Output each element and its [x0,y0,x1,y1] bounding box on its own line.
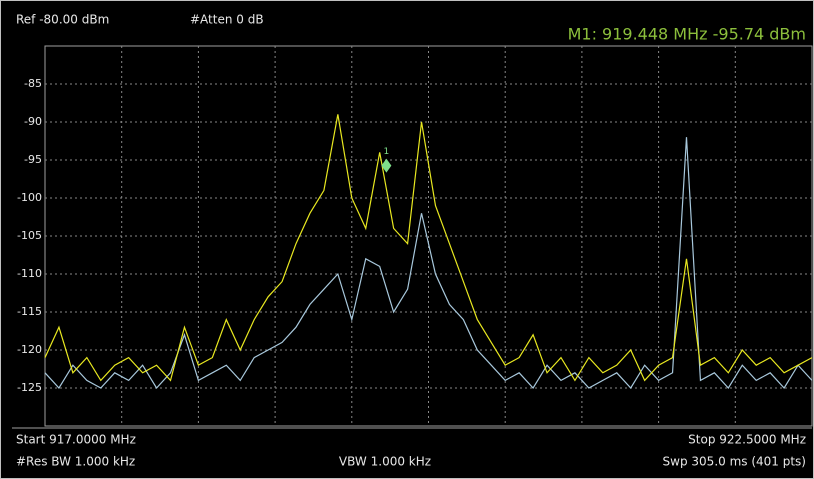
y-tick-label: -110 [17,267,42,280]
trace [44,114,813,382]
y-tick-label: -90 [24,115,42,128]
y-tick-label: -120 [17,343,42,356]
ref-level: Ref -80.00 dBm [16,13,109,27]
sweep: Swp 305.0 ms (401 pts) [663,455,806,469]
y-tick-label: -125 [17,381,42,394]
vbw: VBW 1.000 kHz [339,455,431,469]
attenuation: #Atten 0 dB [190,13,264,27]
y-tick-label: -100 [17,191,42,204]
res-bw: #Res BW 1.000 kHz [16,455,135,469]
y-tick-label: -95 [24,153,42,166]
marker [381,158,392,173]
trace [44,137,813,389]
y-tick-label: -105 [17,229,42,242]
y-tick-label: -115 [17,305,42,318]
stop-freq: Stop 922.5000 MHz [688,433,806,447]
marker-readout: M1: 919.448 MHz -95.74 dBm [568,25,806,44]
marker-label: 1 [384,147,390,157]
y-tick-label: -85 [24,77,42,90]
start-freq: Start 917.0000 MHz [16,433,136,447]
